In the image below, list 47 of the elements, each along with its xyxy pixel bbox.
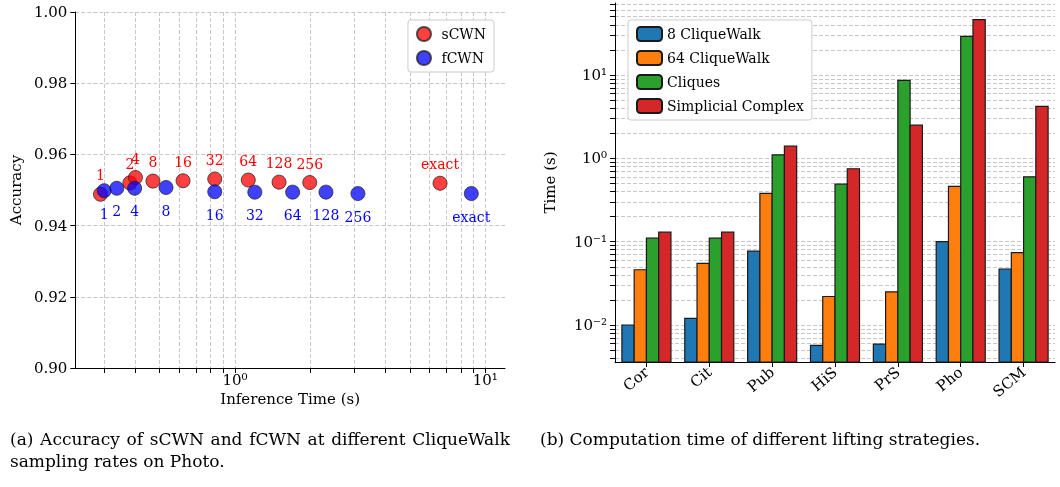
- x-tick-label: 10⁰: [222, 370, 248, 389]
- annotation: 16: [174, 153, 193, 170]
- x-tick-label: Cit: [686, 363, 716, 392]
- annotation: 64: [283, 207, 302, 224]
- annotation: 1: [96, 167, 105, 184]
- legend-label: Simplicial Complex: [667, 98, 804, 114]
- annotation: 128: [312, 207, 340, 224]
- y-tick-label: 0.96: [33, 145, 68, 164]
- legend-label: fCWN: [441, 50, 485, 66]
- y-tick-label: 0.92: [33, 287, 68, 306]
- x-tick-label: Pub: [743, 363, 778, 396]
- y-axis-title: Time (s): [540, 151, 559, 214]
- text: (b) Computation time of different lifting strategies.: [540, 428, 982, 450]
- annotation: exact: [452, 208, 491, 225]
- x-tick-label: PrS: [870, 363, 904, 395]
- y-tick-label: 10⁰: [581, 149, 607, 168]
- x-axis-title: Inference Time (s): [220, 390, 361, 409]
- annotation: 32: [205, 151, 224, 168]
- y-tick-label: 0.98: [33, 74, 68, 93]
- annotation: 2: [112, 203, 122, 220]
- x-tick-label: HiS: [807, 363, 841, 395]
- annotation: 1: [99, 205, 109, 222]
- annotation: 128: [265, 155, 293, 172]
- annotation: 4: [130, 203, 140, 220]
- x-tick-label: Pho: [932, 363, 967, 396]
- y-tick-label: 10¹: [581, 65, 607, 84]
- annotation: 16: [205, 206, 224, 223]
- annotation: 256: [344, 208, 372, 225]
- legend-label: 64 CliqueWalk: [667, 50, 771, 66]
- y-tick-label: 0.94: [33, 216, 68, 235]
- x-tick-label: 10¹: [472, 370, 498, 389]
- y-tick-label: 0.90: [33, 359, 68, 377]
- text: (a) Accuracy of sCWN and fCWN at different CliqueWalk sampling rates on Photo.: [10, 428, 510, 472]
- y-axis-title: Accuracy: [6, 154, 25, 227]
- legend-label: Cliques: [667, 74, 721, 90]
- x-tick-label: Cor: [619, 362, 653, 395]
- y-tick-label: 1.00: [33, 3, 68, 21]
- annotation: 8: [161, 202, 171, 219]
- annotation: exact: [421, 156, 460, 173]
- annotation: 256: [296, 155, 324, 172]
- y-tick-label: 10⁻²: [573, 316, 607, 335]
- annotation: 8: [148, 154, 158, 171]
- y-tick-label: 10⁻¹: [573, 232, 607, 251]
- annotation: 32: [245, 207, 264, 224]
- annotation: 64: [239, 153, 258, 170]
- legend-label: 8 CliqueWalk: [667, 26, 762, 42]
- legend-label: sCWN: [441, 26, 487, 42]
